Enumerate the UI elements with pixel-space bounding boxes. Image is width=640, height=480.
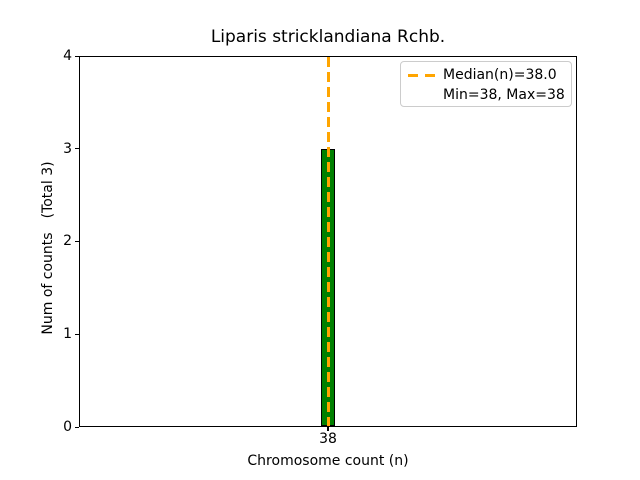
legend-label-median: Median(n)=38.0 [443,67,557,83]
y-tick-mark-0 [75,426,79,428]
legend-row-median: Median(n)=38.0 [408,65,564,85]
legend-spacer [408,94,435,97]
y-axis-label-text: Num of counts [40,232,56,335]
x-axis-label: Chromosome count (n) [247,453,409,469]
x-tick-mark-38 [327,427,329,431]
chart-title: Liparis stricklandiana Rchb. [210,27,446,47]
y-axis-label: Num of counts (Total 3) [39,161,57,334]
y-axis-total-annotation: (Total 3) [40,161,56,219]
legend-row-minmax: Min=38, Max=38 [408,85,565,105]
y-tick-label-0: 0 [63,419,72,435]
y-tick-label-3: 3 [63,141,72,157]
x-tick-label-38: 38 [319,431,337,447]
y-tick-label-1: 1 [63,326,72,342]
y-tick-mark-3 [75,148,79,150]
legend-dash-icon [408,73,435,77]
median-line [326,57,330,426]
plot-area: Median(n)=38.0 Min=38, Max=38 [79,56,577,427]
y-tick-label-4: 4 [63,48,72,64]
y-tick-label-2: 2 [63,233,72,249]
y-tick-mark-1 [75,333,79,335]
y-tick-mark-4 [75,55,79,57]
legend-label-minmax: Min=38, Max=38 [443,87,565,103]
legend: Median(n)=38.0 Min=38, Max=38 [400,61,572,107]
y-tick-mark-2 [75,241,79,243]
